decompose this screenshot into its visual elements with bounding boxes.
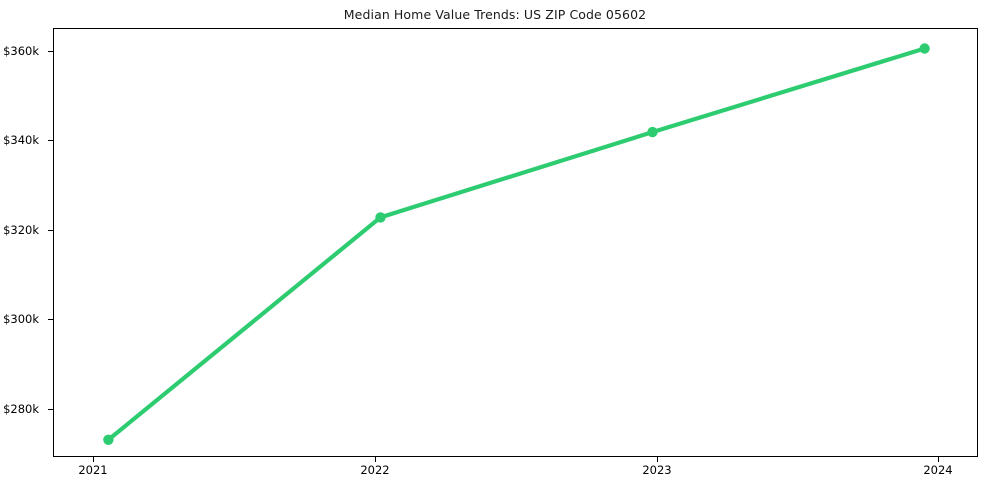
data-point-2022	[375, 212, 386, 223]
y-tick-label-320k: $320k	[3, 223, 39, 237]
x-tick-label-2023: 2023	[642, 463, 672, 477]
y-tick-label-340k: $340k	[3, 133, 39, 147]
plot-area	[53, 28, 978, 457]
line-series-svg	[103, 43, 930, 445]
x-tick-label-2024: 2024	[923, 463, 953, 477]
data-point-2024	[919, 43, 930, 54]
data-point-2021	[103, 434, 114, 445]
y-tick-label-300k: $300k	[3, 312, 39, 326]
y-tick-label-360k: $360k	[3, 44, 39, 58]
x-tick-label-2022: 2022	[360, 463, 390, 477]
x-tick-label-2021: 2021	[78, 463, 108, 477]
data-point-2023	[647, 126, 658, 138]
page-title: Median Home Value Trends: US ZIP Code 05…	[343, 7, 647, 22]
series-line-median-home-value	[106, 46, 927, 442]
y-tick-label-280k: $280k	[3, 402, 39, 416]
